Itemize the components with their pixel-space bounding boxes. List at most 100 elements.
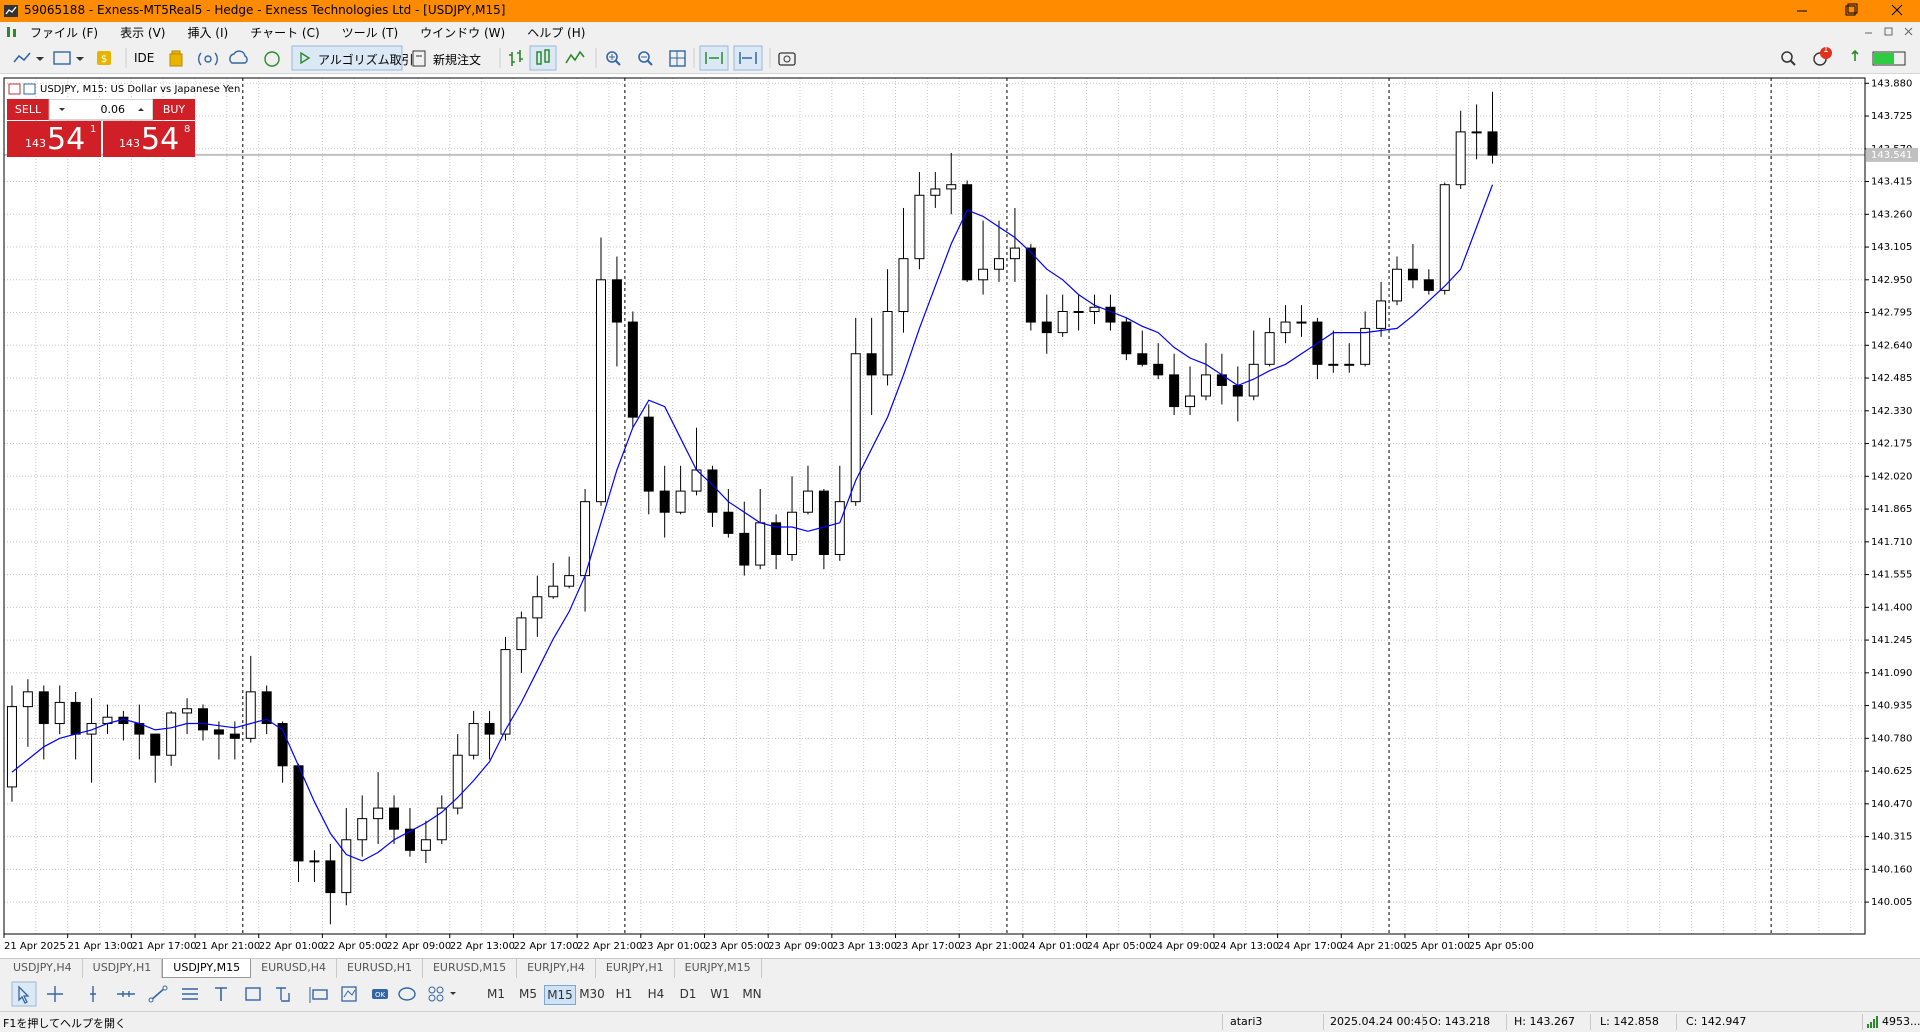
timeframe-button[interactable]: H4 — [647, 987, 665, 1001]
y-tick-label: 143.880 — [1871, 78, 1912, 89]
chart-tab[interactable]: USDJPY,M15 — [162, 959, 252, 978]
menu-item[interactable]: ウインドウ (W) — [420, 26, 506, 40]
sell-price-big: 143 — [25, 137, 46, 150]
candle-body — [850, 353, 861, 503]
candle-body — [1057, 310, 1068, 334]
y-tick-label: 140.005 — [1871, 897, 1912, 908]
y-tick-label: 140.160 — [1871, 864, 1912, 875]
candle-body — [6, 706, 17, 788]
candle-body — [723, 511, 734, 534]
drawing-tools[interactable]: OK — [10, 981, 480, 1007]
x-tick-label: 24 Apr 05:00 — [1087, 941, 1152, 952]
y-tick-label: 141.710 — [1871, 537, 1912, 548]
x-tick-label: 25 Apr 05:00 — [1469, 941, 1534, 952]
ide-button[interactable]: IDE — [134, 51, 155, 65]
bid-label: 143.541 — [1871, 150, 1912, 161]
y-tick-label: 142.330 — [1871, 406, 1912, 417]
timeframe-button[interactable]: M1 — [487, 987, 505, 1001]
chart-tab[interactable]: EURUSD,M15 — [423, 959, 518, 978]
menu-item[interactable]: ヘルプ (H) — [527, 26, 586, 40]
timeframe-button[interactable]: H1 — [615, 987, 633, 1001]
child-window-controls[interactable] — [1860, 24, 1920, 40]
candle-body — [309, 860, 320, 863]
candle-body — [802, 490, 813, 513]
x-tick-label: 24 Apr 13:00 — [1214, 941, 1279, 952]
plot-border — [3, 77, 1866, 935]
candle-body — [1328, 363, 1339, 366]
candle-body — [38, 691, 49, 725]
candle-body — [755, 522, 766, 566]
candle-body — [1423, 279, 1434, 291]
x-tick-label: 21 Apr 17:00 — [131, 941, 196, 952]
candle-body — [930, 188, 941, 196]
candle-body — [1248, 363, 1259, 397]
candle-body — [516, 617, 527, 651]
candle-body — [739, 532, 750, 566]
timeframe-bar: OK M1 M5 M15 M30 H1 H4 D1 W1 MN — [0, 979, 1920, 1009]
buy-label[interactable]: BUY — [163, 103, 186, 116]
menu-item[interactable]: ツール (T) — [341, 26, 399, 40]
candle-body — [994, 258, 1004, 270]
candle-body — [468, 723, 479, 756]
x-tick-label: 22 Apr 09:00 — [386, 941, 451, 952]
timeframe-button[interactable]: M5 — [519, 987, 537, 1001]
candle-body — [548, 585, 559, 598]
menu-item[interactable]: チャート (C) — [250, 26, 320, 40]
timeframe-button[interactable]: W1 — [710, 987, 730, 1001]
buy-price-main: 54 — [141, 122, 179, 157]
menu-icon — [7, 27, 16, 37]
x-tick-label: 23 Apr 13:00 — [832, 941, 897, 952]
candle-body — [182, 708, 193, 714]
candle-body — [1169, 374, 1180, 408]
candle-body — [914, 194, 925, 260]
status-profile: atari3 — [1230, 1015, 1263, 1028]
timeframe-button[interactable]: M30 — [579, 987, 605, 1001]
sell-label[interactable]: SELL — [15, 103, 42, 116]
chart-tab[interactable]: EURUSD,H4 — [251, 959, 338, 978]
signal-icon — [1867, 1016, 1878, 1028]
trade-panel: SELL 0.06 BUY 143 54 1 143 54 8 — [7, 98, 197, 159]
candle-body — [1392, 268, 1402, 302]
status-help: F1を押してヘルプを開く — [3, 1017, 126, 1030]
chart-tab[interactable]: USDJPY,H1 — [83, 959, 163, 978]
candle-body — [946, 184, 957, 190]
candle-body — [1089, 306, 1100, 312]
x-tick-label: 24 Apr 17:00 — [1278, 941, 1343, 952]
chart-tab[interactable]: EURJPY,H4 — [517, 959, 596, 978]
candle-body — [659, 490, 670, 513]
chart-tab[interactable]: EURJPY,M15 — [675, 959, 762, 978]
chart-tab[interactable]: EURUSD,H1 — [337, 959, 423, 978]
candle-body — [436, 807, 447, 841]
toolbar-right-icons[interactable] — [1770, 42, 1920, 74]
candle-body — [1200, 374, 1211, 397]
y-tick-label: 143.415 — [1871, 177, 1912, 188]
y-tick-label: 142.950 — [1871, 275, 1912, 286]
window-controls[interactable] — [1770, 0, 1920, 22]
algo-trading-button[interactable]: アルゴリズム取引 — [318, 53, 414, 67]
menu-bar: ファイル (F) 表示 (V) 挿入 (I) チャート (C) ツール (T) ウインドウ… — [0, 22, 1920, 42]
new-order-button[interactable]: 新規注文 — [433, 53, 482, 67]
candle-body — [1407, 268, 1418, 281]
menu-item[interactable]: 挿入 (I) — [187, 26, 229, 40]
candle-body — [1105, 306, 1116, 323]
status-open: O: 143.218 — [1429, 1015, 1491, 1028]
menu-item[interactable]: ファイル (F) — [30, 26, 99, 40]
chart-tab[interactable]: EURJPY,H1 — [596, 959, 675, 978]
candle-body — [341, 839, 352, 894]
toolbar-icons[interactable]: $ — [0, 42, 820, 74]
buy-button-bg[interactable] — [153, 99, 195, 120]
timeframe-button[interactable]: MN — [742, 987, 762, 1001]
x-tick-label: 24 Apr 09:00 — [1150, 941, 1215, 952]
candle-body — [898, 258, 909, 312]
timeframe-button[interactable]: D1 — [679, 987, 697, 1001]
x-tick-label: 24 Apr 01:00 — [1023, 941, 1088, 952]
candle-body — [1439, 184, 1450, 291]
menu-item[interactable]: 表示 (V) — [120, 26, 166, 40]
timeframe-button[interactable]: M15 — [544, 985, 576, 1005]
chart-tab[interactable]: USDJPY,H4 — [3, 959, 83, 978]
lot-size[interactable]: 0.06 — [101, 103, 126, 116]
sell-price-main: 54 — [47, 122, 85, 157]
candle-body — [325, 860, 336, 894]
sell-button-bg[interactable] — [7, 99, 49, 120]
